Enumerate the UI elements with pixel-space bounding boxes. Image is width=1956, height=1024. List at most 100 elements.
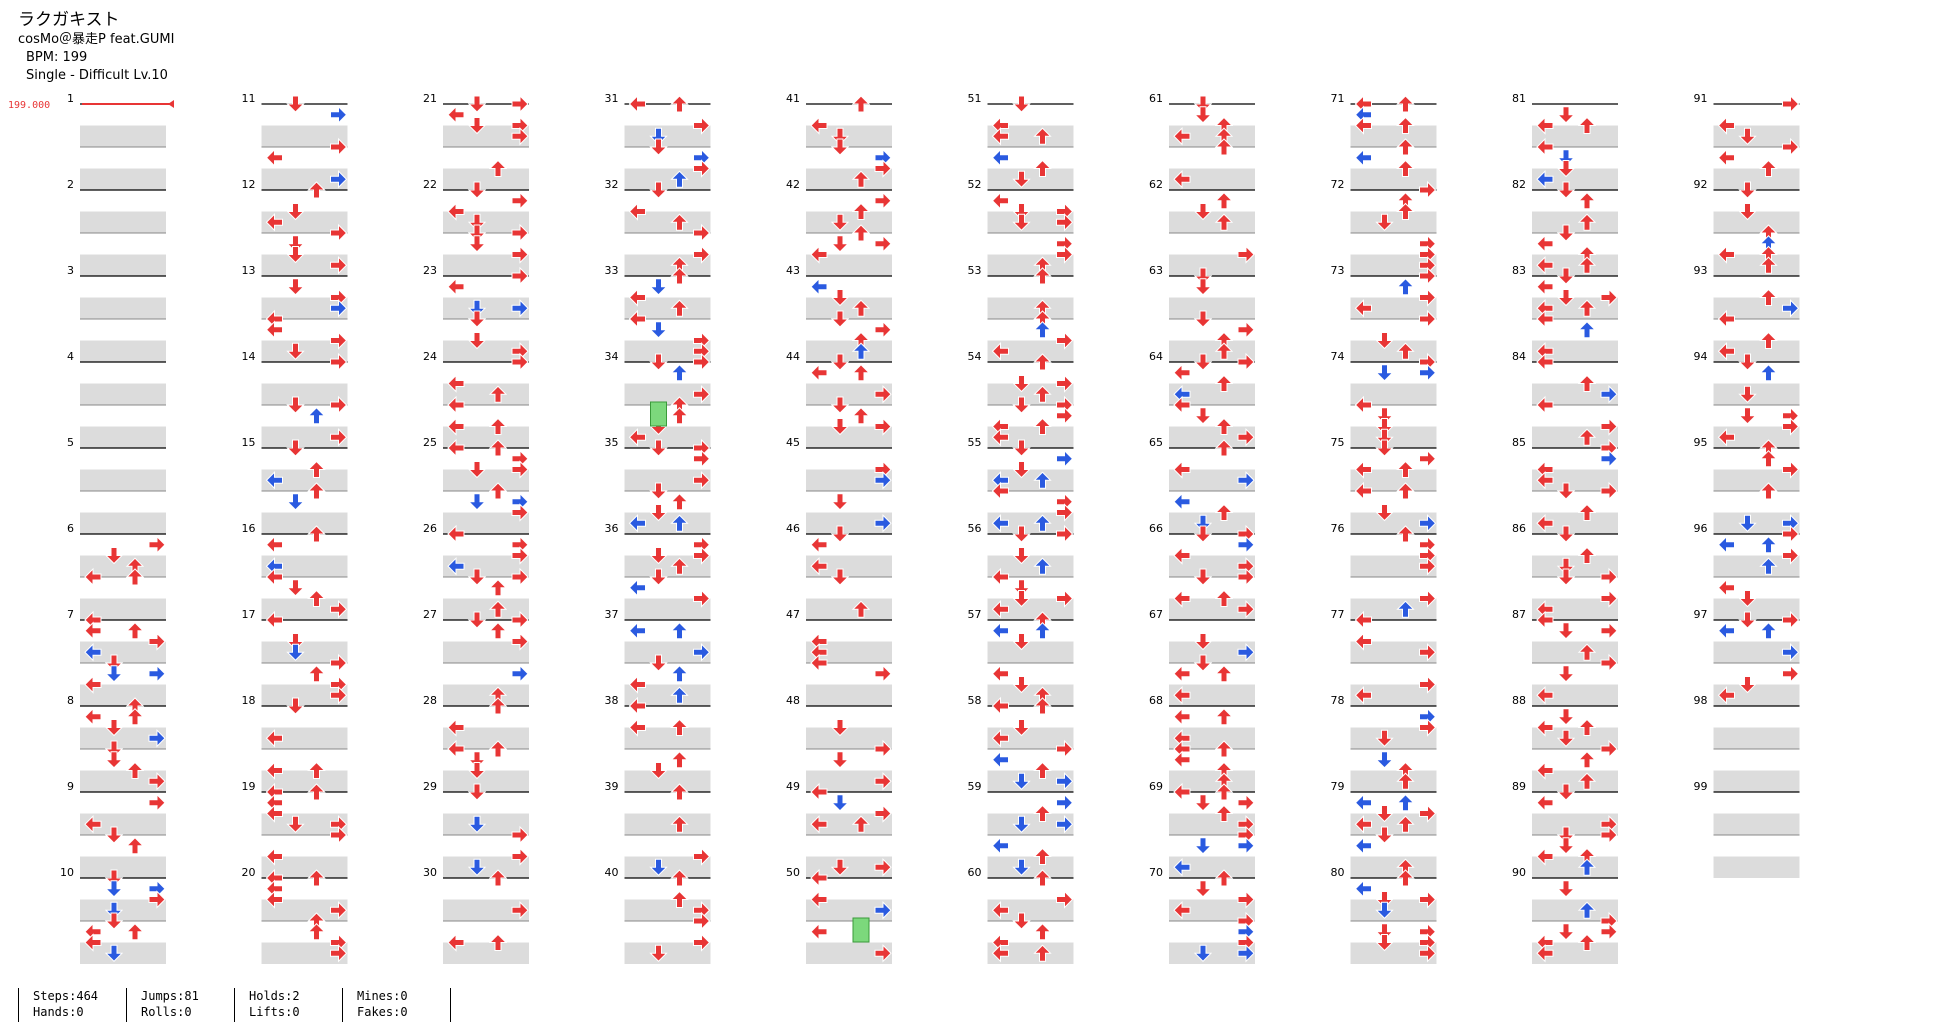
note-right-arrow <box>874 234 892 253</box>
measure-number: 41 <box>786 92 800 105</box>
note-up-arrow <box>1577 503 1597 521</box>
note-down-arrow <box>1012 547 1031 565</box>
note-right-arrow <box>874 739 892 759</box>
note-up-arrow <box>670 407 689 425</box>
measure-64: 64 <box>1149 350 1255 448</box>
note-left-arrow <box>265 804 283 823</box>
note-down-arrow <box>467 235 487 253</box>
note-down-arrow <box>1556 708 1576 726</box>
measure-65: 65 <box>1149 436 1255 534</box>
note-right-arrow <box>693 245 711 264</box>
note-down-arrow <box>1556 729 1576 747</box>
note-up-arrow <box>1214 783 1234 801</box>
note-down-arrow <box>830 396 850 414</box>
note-right-arrow <box>511 223 529 243</box>
note-down-arrow <box>830 235 850 253</box>
note-up-arrow <box>488 385 508 403</box>
note-down-arrow <box>467 95 487 113</box>
note-right-arrow <box>874 320 892 339</box>
note-up-arrow <box>1033 159 1052 177</box>
measure-number: 55 <box>968 436 982 449</box>
measure-12: 12 <box>242 178 348 276</box>
measure-43: 43 <box>786 264 892 362</box>
note-left-arrow <box>1717 116 1735 135</box>
note-down-arrow <box>1012 525 1031 543</box>
note-right-arrow <box>1419 363 1437 382</box>
measure-50: 50 <box>786 866 892 964</box>
note-down-arrow <box>1012 579 1031 597</box>
note-down-arrow <box>286 493 305 511</box>
measure-number: 85 <box>1512 436 1526 449</box>
note-up-arrow <box>1214 665 1234 683</box>
note-down-arrow <box>830 493 850 511</box>
note-left-arrow <box>84 815 102 834</box>
note-up-arrow <box>125 622 145 640</box>
note-down-arrow <box>1556 880 1576 898</box>
note-up-arrow <box>488 697 508 715</box>
note-right-arrow <box>1056 374 1074 393</box>
measure-42: 42 <box>786 178 892 276</box>
note-down-arrow <box>467 751 487 769</box>
note-up-arrow <box>1577 299 1597 317</box>
note-right-arrow <box>511 901 529 920</box>
measure-99: 99 <box>1694 780 1800 878</box>
measure-number: 80 <box>1331 866 1345 879</box>
note-down-arrow <box>1556 181 1576 199</box>
note-up-arrow <box>851 202 871 220</box>
note-right-arrow <box>511 266 529 286</box>
note-down-arrow <box>649 353 668 371</box>
note-down-arrow <box>1375 805 1394 823</box>
measure-number: 19 <box>242 780 256 793</box>
note-up-arrow <box>670 493 689 511</box>
note-right-arrow <box>330 352 348 372</box>
note-up-arrow <box>1214 869 1234 887</box>
stat-hands: Hands:0 <box>33 1005 84 1019</box>
stat-rolls: Rolls:0 <box>141 1005 192 1019</box>
measure-number: 64 <box>1149 350 1163 363</box>
note-down-arrow <box>1375 923 1394 941</box>
measure-96: 96 <box>1694 522 1800 620</box>
measure-57: 57 <box>968 608 1074 706</box>
note-up-arrow <box>1577 643 1597 661</box>
measure-number: 8 <box>67 694 74 707</box>
note-left-arrow <box>265 847 283 866</box>
note-up-arrow <box>670 213 689 231</box>
note-up-arrow <box>1214 417 1234 435</box>
note-left-arrow <box>447 395 465 415</box>
measure-number: 77 <box>1331 608 1345 621</box>
note-up-arrow <box>1396 794 1415 812</box>
hold-note <box>852 917 870 943</box>
note-left-arrow <box>84 707 102 726</box>
note-right-arrow <box>1600 417 1618 436</box>
note-right-arrow <box>1056 524 1074 544</box>
measure-number: 16 <box>242 522 256 535</box>
bpm-change-marker: 199.000 <box>8 100 50 111</box>
measure-49: 49 <box>786 780 892 878</box>
note-down-arrow <box>467 815 487 833</box>
note-right-arrow <box>1056 213 1074 232</box>
note-right-arrow <box>1056 245 1074 264</box>
note-down-arrow <box>467 783 487 801</box>
note-right-arrow <box>511 664 529 683</box>
note-right-arrow <box>693 471 711 490</box>
note-left-arrow <box>991 481 1009 501</box>
note-down-arrow <box>830 213 850 231</box>
measure-27: 27 <box>423 608 529 706</box>
note-up-arrow <box>1033 761 1052 779</box>
measure-80: 80 <box>1331 866 1437 964</box>
note-right-arrow <box>1600 589 1618 608</box>
note-down-arrow <box>1375 213 1394 231</box>
measure-20: 20 <box>242 866 348 964</box>
note-down-arrow <box>286 203 305 221</box>
note-left-arrow <box>991 696 1009 716</box>
note-down-arrow <box>286 579 305 597</box>
note-left-arrow <box>1354 148 1372 167</box>
note-down-arrow <box>467 461 487 479</box>
measure-18: 18 <box>242 694 348 792</box>
note-left-arrow <box>447 933 465 952</box>
note-up-arrow <box>1214 138 1234 156</box>
note-right-arrow <box>1237 944 1255 963</box>
measure-90: 90 <box>1512 866 1618 964</box>
measure-number: 34 <box>605 350 619 363</box>
measure-number: 72 <box>1331 178 1345 191</box>
